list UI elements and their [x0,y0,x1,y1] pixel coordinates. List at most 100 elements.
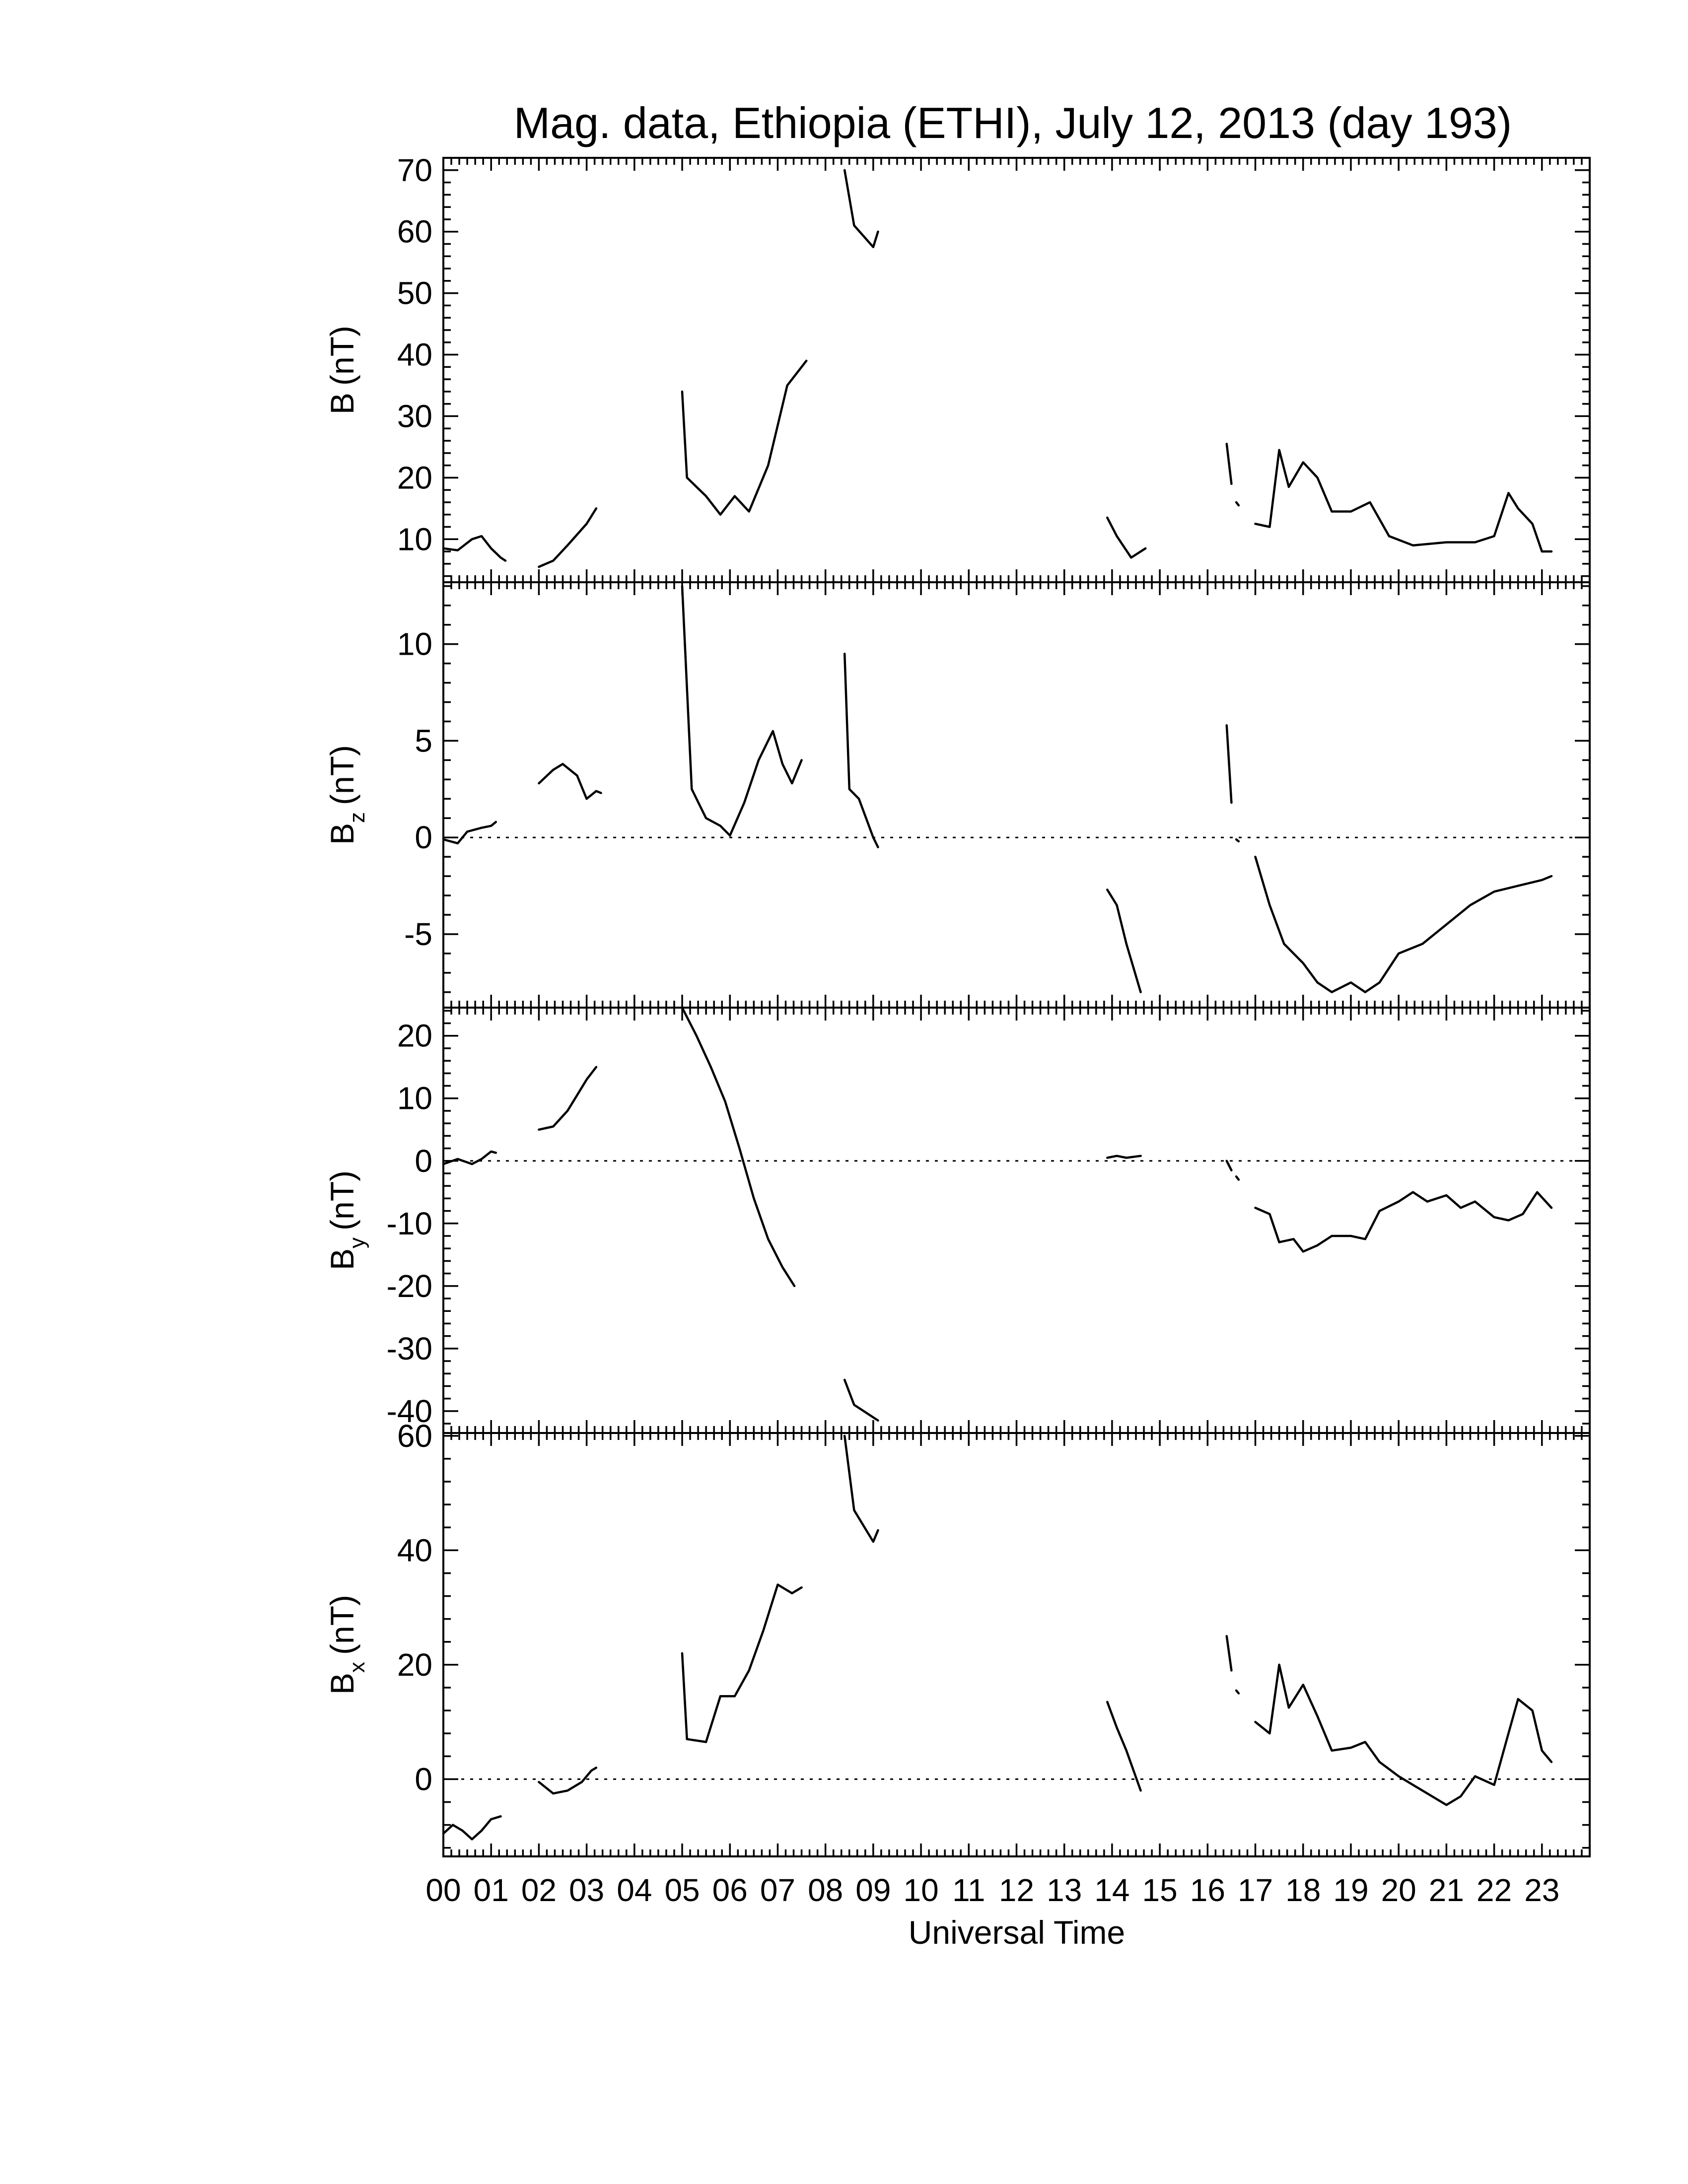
y-axis-label-subscript: z [345,812,369,823]
data-trace-segment [1235,1175,1240,1181]
x-tick-label: 08 [808,1872,843,1908]
y-axis-label-unit: (nT) [324,745,360,805]
data-trace-segment [442,820,497,845]
data-trace-segment [1225,724,1233,804]
x-tick-label: 22 [1477,1872,1512,1908]
x-tick-label: 01 [474,1872,509,1908]
y-tick-label: 5 [415,723,432,758]
panel-by: -40 -30 -20 -10 0 10 20 By (nT) [324,1006,1591,1434]
x-tick-label: 06 [712,1872,748,1908]
y-axis-label-unit: (nT) [324,1595,360,1655]
x-tick-label: 16 [1190,1872,1225,1908]
y-tick-label: 20 [397,460,432,495]
y-axis-label-main: B [324,823,360,845]
y-tick-label: -20 [387,1268,433,1304]
chart-title: Mag. data, Ethiopia (ETHI), July 12, 201… [514,98,1512,147]
panel-total-field: 10 20 30 40 50 60 70 B (nT) [324,152,1591,583]
x-tick-label: 20 [1381,1872,1416,1908]
plot-frame [442,1007,1591,1434]
data-trace-segment [1235,501,1240,507]
data-trace-segment [843,1434,879,1543]
x-tick-label: 07 [760,1872,795,1908]
y-tick-label: 50 [397,275,432,311]
y-tick-label: 70 [397,152,432,188]
data-trace-segment [843,169,879,248]
x-tick-label: 04 [617,1872,652,1908]
y-axis-label-main: B [324,1673,360,1695]
x-axis-label: Universal Time [909,1914,1125,1951]
data-trace-segment [1225,442,1233,485]
data-trace-segment [1254,1191,1553,1253]
data-trace-segment [1106,888,1142,994]
x-tick-label: 03 [569,1872,604,1908]
x-tick-labels: 00 01 02 03 04 05 06 07 08 09 10 11 12 13 14 15 16 17 18 19… [425,1872,1559,1908]
y-axis-label-unit: (nT) [324,326,360,386]
data-trace-segment [1106,516,1147,559]
plot-frame [442,157,1591,583]
y-tick-label: 30 [397,398,432,434]
y-tick-label: -30 [387,1331,433,1366]
data-trace-segment [1254,449,1553,553]
data-trace-segment [681,585,803,837]
data-trace-segment [442,535,507,562]
x-tick-label: 23 [1524,1872,1559,1908]
x-tick-label: 19 [1333,1872,1368,1908]
y-axis-label-unit: (nT) [324,1170,360,1230]
x-tick-label: 05 [664,1872,700,1908]
data-trace-segment [681,1006,796,1288]
data-trace-segment [1225,1635,1233,1672]
data-trace-segment [442,1150,497,1165]
x-tick-label: 10 [903,1872,938,1908]
y-tick-label: 10 [397,1081,432,1116]
x-tick-label: 11 [952,1872,985,1908]
y-tick-label: 10 [397,521,432,557]
y-tick-label: 0 [415,1761,432,1797]
panel-bx: 0 20 40 60 Bx (nT) [324,1418,1591,1857]
data-trace-segment [843,1378,879,1422]
y-tick-label: 60 [397,1418,432,1454]
y-axis-label-main: B [324,393,360,414]
data-trace-segment [538,507,598,568]
data-trace-segment [843,652,879,848]
x-tick-label: 13 [1047,1872,1082,1908]
y-axis-label-subscript: x [345,1662,369,1673]
y-tick-label: 0 [415,819,432,855]
data-trace-segment [538,1066,598,1131]
x-tick-label: 00 [425,1872,461,1908]
x-tick-label: 15 [1142,1872,1178,1908]
y-axis-label-main: B [324,1248,360,1270]
x-tick-label: 02 [521,1872,557,1908]
data-trace-segment [1106,1701,1142,1792]
plot-frame [442,581,1591,1009]
y-axis-label: B (nT) [324,326,360,414]
data-trace-segment [1225,1160,1233,1171]
y-tick-label: 60 [397,214,432,250]
y-axis-label: By (nT) [324,1170,369,1270]
y-tick-label: 40 [397,1532,432,1568]
y-tick-label: -5 [404,916,432,952]
y-tick-label: 20 [397,1018,432,1054]
data-trace-segment [681,1583,803,1743]
x-tick-label: 14 [1094,1872,1129,1908]
data-trace-segment [1106,1155,1142,1159]
y-axis-label: Bz (nT) [324,745,369,845]
data-trace-segment [538,1767,598,1795]
y-tick-label: 0 [415,1143,432,1179]
y-tick-label: 40 [397,337,432,373]
y-tick-label: 10 [397,626,432,662]
x-tick-label: 12 [999,1872,1034,1908]
data-trace-segment [1235,838,1240,843]
panel-bz: -5 0 5 10 Bz (nT) [324,581,1591,1009]
x-tick-label: 18 [1285,1872,1321,1908]
data-trace-segment [1254,855,1553,994]
y-axis-label: Bx (nT) [324,1595,369,1695]
data-trace-segment [442,1815,502,1841]
plot-frame [442,1432,1591,1857]
data-trace-segment [681,359,808,516]
x-tick-label: 17 [1238,1872,1273,1908]
y-tick-label: -40 [387,1393,433,1429]
y-tick-label: 20 [397,1647,432,1683]
x-tick-label: 09 [855,1872,891,1908]
data-trace-segment [538,762,602,800]
